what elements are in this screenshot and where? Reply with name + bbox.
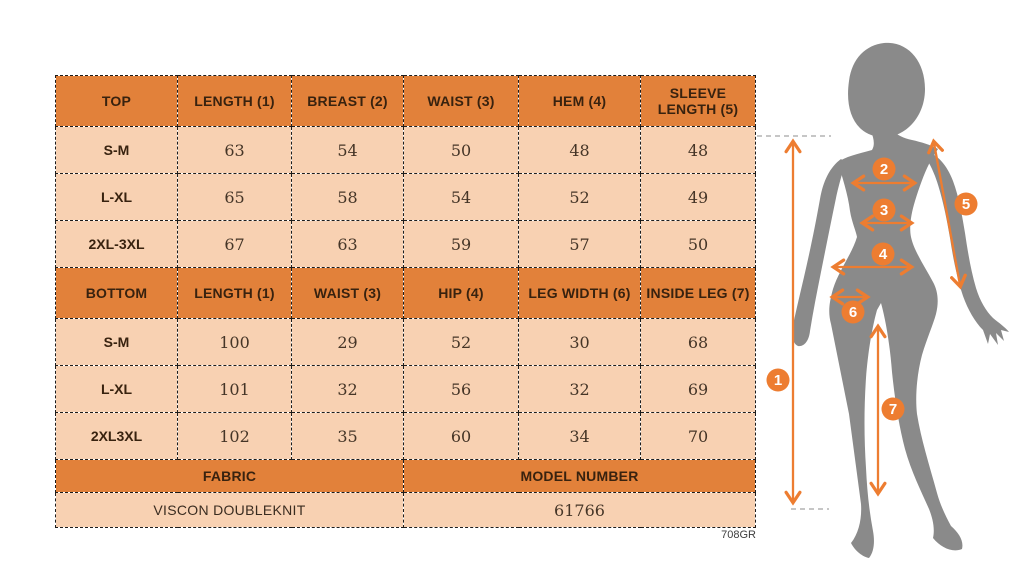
col-header-hem: HEM (4) — [518, 75, 641, 127]
silhouette-body — [829, 131, 963, 558]
table-row: L-XL 65 58 54 52 49 — [55, 173, 756, 221]
marker-label-5: 5 — [962, 196, 970, 213]
value-cell: 49 — [640, 173, 756, 221]
value-cell: 56 — [403, 365, 519, 413]
col-header-hip: HIP (4) — [403, 267, 519, 319]
bottom-section-title: BOTTOM — [55, 267, 178, 319]
value-cell: 54 — [403, 173, 519, 221]
value-cell: 100 — [177, 318, 292, 366]
table-row: S-M 63 54 50 48 48 — [55, 126, 756, 174]
value-cell: 34 — [518, 412, 641, 460]
marker-label-6: 6 — [849, 304, 857, 321]
value-cell: 32 — [291, 365, 404, 413]
value-cell: 35 — [291, 412, 404, 460]
value-cell: 52 — [403, 318, 519, 366]
marker-circle-3 — [872, 198, 896, 222]
marker-circle-1 — [766, 368, 790, 392]
marker-circle-5 — [954, 192, 978, 216]
table-row: S-M 100 29 52 30 68 — [55, 318, 756, 366]
size-chart-table: TOP LENGTH (1) BREAST (2) WAIST (3) HEM … — [55, 75, 756, 528]
value-cell: 60 — [403, 412, 519, 460]
marker-circle-4 — [871, 242, 895, 266]
value-cell: 59 — [403, 220, 519, 268]
col-header-waist: WAIST (3) — [403, 75, 519, 127]
arrow-sleeve-length — [927, 138, 967, 290]
marker-label-1: 1 — [774, 372, 782, 389]
fabric-header: FABRIC — [55, 459, 404, 493]
size-label: L-XL — [55, 173, 178, 221]
marker-circle-7 — [881, 397, 905, 421]
marker-circle-2 — [872, 157, 896, 181]
product-code: 708GR — [721, 529, 756, 541]
value-cell: 102 — [177, 412, 292, 460]
bottom-header-row: BOTTOM LENGTH (1) WAIST (3) HIP (4) LEG … — [55, 267, 756, 319]
marker-label-7: 7 — [889, 401, 897, 418]
value-cell: 70 — [640, 412, 756, 460]
measurement-arrows — [784, 138, 967, 506]
marker-label-3: 3 — [880, 202, 888, 219]
value-cell: 48 — [518, 126, 641, 174]
size-label: S-M — [55, 318, 178, 366]
fabric-value: VISCON DOUBLEKNIT — [55, 492, 404, 528]
value-cell: 50 — [640, 220, 756, 268]
value-cell: 52 — [518, 173, 641, 221]
value-cell: 69 — [640, 365, 756, 413]
info-value-row: VISCON DOUBLEKNIT 61766 — [55, 492, 756, 528]
col-header-sleeve-length: SLEEVE LENGTH (5) — [640, 75, 756, 127]
silhouette-left-arm — [792, 159, 846, 347]
value-cell: 67 — [177, 220, 292, 268]
top-section-title: TOP — [55, 75, 178, 127]
size-label: 2XL-3XL — [55, 220, 178, 268]
col-header-waist: WAIST (3) — [291, 267, 404, 319]
model-number-header: MODEL NUMBER — [403, 459, 756, 493]
info-header-row: FABRIC MODEL NUMBER — [55, 459, 756, 493]
silhouette-head — [848, 42, 925, 137]
value-cell: 68 — [640, 318, 756, 366]
marker-circle-6 — [841, 300, 865, 324]
model-number-value: 61766 — [403, 492, 756, 528]
value-cell: 57 — [518, 220, 641, 268]
table-row: 2XL-3XL 67 63 59 57 50 — [55, 220, 756, 268]
size-label: L-XL — [55, 365, 178, 413]
value-cell: 54 — [291, 126, 404, 174]
measurement-marker-badges: 1 2 3 4 5 6 7 — [766, 157, 978, 421]
top-header-row: TOP LENGTH (1) BREAST (2) WAIST (3) HEM … — [55, 75, 756, 127]
female-silhouette-graphic — [792, 42, 1009, 558]
value-cell: 63 — [291, 220, 404, 268]
col-header-length: LENGTH (1) — [177, 267, 292, 319]
value-cell: 101 — [177, 365, 292, 413]
value-cell: 50 — [403, 126, 519, 174]
col-header-inside-leg: INSIDE LEG (7) — [640, 267, 756, 319]
marker-label-2: 2 — [880, 161, 888, 178]
marker-label-4: 4 — [879, 246, 888, 263]
col-header-leg-width: LEG WIDTH (6) — [518, 267, 641, 319]
table-row: 2XL3XL 102 35 60 34 70 — [55, 412, 756, 460]
size-label: S-M — [55, 126, 178, 174]
value-cell: 29 — [291, 318, 404, 366]
value-cell: 63 — [177, 126, 292, 174]
